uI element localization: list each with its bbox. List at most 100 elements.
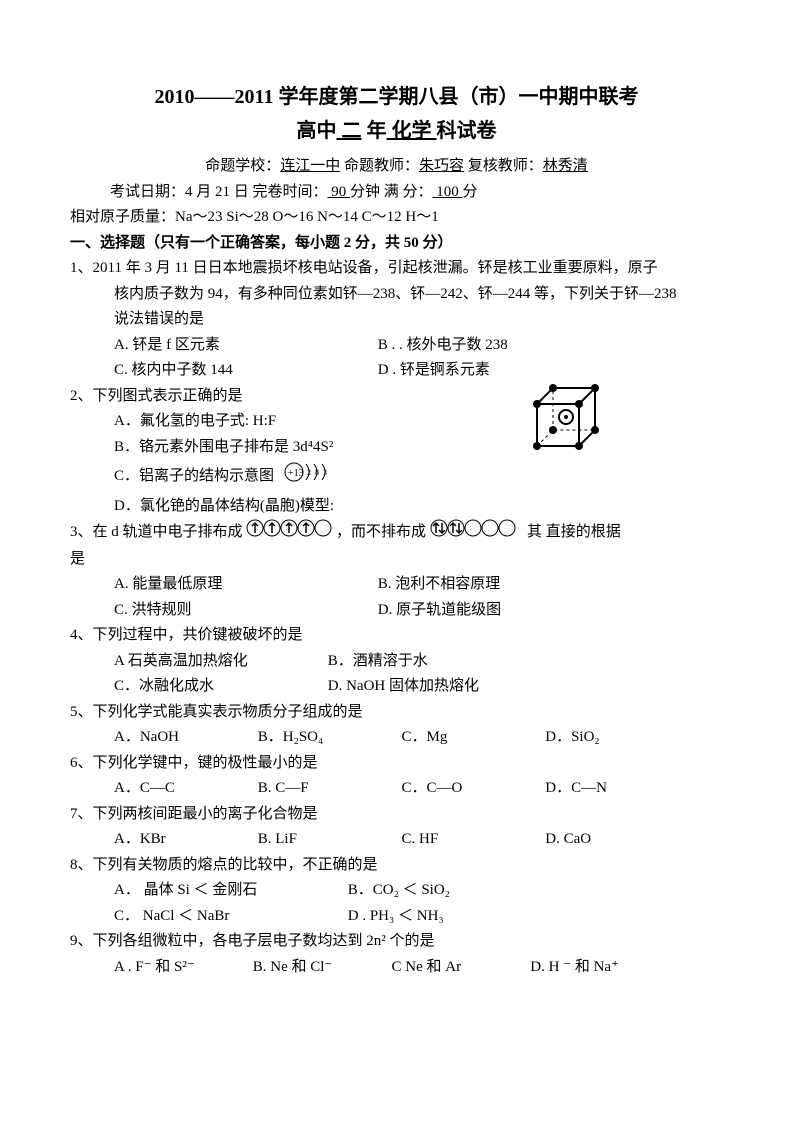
q3-d: D. 原子轨道能级图 xyxy=(378,598,638,624)
q8-r2: C． NaCl ＜ NaBr D . PH₃ ＜ NH₃ xyxy=(70,904,723,930)
orbital-diagram-2-icon xyxy=(430,519,516,547)
q2-b: B．铬元素外围电子排布是 3d⁴4S² xyxy=(70,435,723,461)
atomic-masses: 相对原子质量：Na～23 Si～28 O～16 N～14 C～12 H～1 xyxy=(70,205,723,231)
atom-diagram-icon: +13 2 8 3 xyxy=(282,460,330,494)
q7-d: D. CaO xyxy=(545,827,685,853)
q3-stem-a: 3、在 d 轨道中电子排布成 xyxy=(70,524,243,540)
q5-opts: A．NaOH B．H₂SO₄ C．Mg D．SiO₂ xyxy=(70,725,723,751)
svg-text:3: 3 xyxy=(323,468,327,477)
q4-r2: C．冰融化成水 D. NaOH 固体加热熔化 xyxy=(70,674,723,700)
q3-b: B. 泡利不相容原理 xyxy=(378,572,638,598)
m2-post: 分 xyxy=(463,184,478,200)
q6-opts: A．C—C B. C—F C．C—O D．C—N xyxy=(70,776,723,802)
q2-stem: 2、下列图式表示正确的是 xyxy=(70,384,723,410)
q9-b: B. Ne 和 Cl⁻ xyxy=(253,955,388,981)
q7-a: A．KBr xyxy=(114,827,254,853)
q7-c: C. HF xyxy=(402,827,542,853)
t2-post: 科试卷 xyxy=(437,120,497,142)
meta-line-2: 考试日期：4 月 21 日 完卷时间： 90 分钟 满 分： 100 分 xyxy=(70,180,723,206)
q8-d: D . PH₃ ＜ NH₃ xyxy=(348,904,444,930)
q3-c: C. 洪特规则 xyxy=(114,598,374,624)
m1-pre: 命题学校： xyxy=(205,158,280,174)
q9: 9、下列各组微粒中，各电子层电子数均达到 2n² 个的是 A . F⁻ 和 S²… xyxy=(70,929,723,980)
t2-grade: 二 xyxy=(337,120,362,142)
m1-school: 连江一中 xyxy=(280,158,340,174)
q5-c: C．Mg xyxy=(402,725,542,751)
q9-a: A . F⁻ 和 S²⁻ xyxy=(114,955,249,981)
q3: 3、在 d 轨道中电子排布成 ，而不排布成 xyxy=(70,519,723,623)
q8-r1: A． 晶体 Si ＜ 金刚石 B．CO₂ ＜ SiO₂ xyxy=(70,878,723,904)
q6-b: B. C—F xyxy=(258,776,398,802)
q1-stem-c: 说法错误的是 xyxy=(70,307,723,333)
q8-c: C． NaCl ＜ NaBr xyxy=(114,904,344,930)
q5-b: B．H₂SO₄ xyxy=(258,725,398,751)
q6-a: A．C—C xyxy=(114,776,254,802)
q4-c: C．冰融化成水 xyxy=(114,674,324,700)
q6: 6、下列化学键中，键的极性最小的是 A．C—C B. C—F C．C—O D．C… xyxy=(70,751,723,802)
svg-text:+13: +13 xyxy=(288,468,304,479)
q1-c: C. 核内中子数 144 xyxy=(114,358,374,384)
q4-b: B．酒精溶于水 xyxy=(328,649,428,675)
q1-a: A. 钚是 f 区元素 xyxy=(114,333,374,359)
m2-score: 100 xyxy=(433,184,463,200)
m2-time: 90 xyxy=(328,184,351,200)
q6-d: D．C—N xyxy=(545,776,685,802)
title-line-1: 2010——2011 学年度第二学期八县（市）一中期中联考 xyxy=(70,80,723,114)
q5-stem: 5、下列化学式能真实表示物质分子组成的是 xyxy=(70,700,723,726)
q9-c: C Ne 和 Ar xyxy=(392,955,527,981)
q5-d: D．SiO₂ xyxy=(545,725,685,751)
orbital-diagram-1-icon xyxy=(246,519,332,547)
q6-stem: 6、下列化学键中，键的极性最小的是 xyxy=(70,751,723,777)
q1: 1、2011 年 3 月 11 日日本地震损坏核电站设备，引起核泄漏。钚是核工业… xyxy=(70,256,723,384)
cube-diagram-icon xyxy=(525,380,603,468)
title-line-2: 高中 二 年 化学 科试卷 xyxy=(70,114,723,148)
q7: 7、下列两核间距最小的离子化合物是 A．KBr B. LiF C. HF D. … xyxy=(70,802,723,853)
q2-c: C．铝离子的结构示意图 xyxy=(114,464,274,490)
q1-opts-row2: C. 核内中子数 144 D . 钚是锕系元素 xyxy=(70,358,723,384)
q2-c-row: C．铝离子的结构示意图 +13 2 8 3 xyxy=(70,460,723,494)
m1-cpre: 复核教师： xyxy=(464,158,543,174)
q8: 8、下列有关物质的熔点的比较中，不正确的是 A． 晶体 Si ＜ 金刚石 B．C… xyxy=(70,853,723,930)
q3-stem-c: 其 直接的根据 xyxy=(527,524,621,540)
q4-stem: 4、下列过程中，共价键被破坏的是 xyxy=(70,623,723,649)
q4-d: D. NaOH 固体加热熔化 xyxy=(328,674,479,700)
q2-d: D．氯化铯的晶体结构(晶胞)模型: xyxy=(70,494,723,520)
m1-checker: 林秀清 xyxy=(543,158,588,174)
q3-stem-b: ，而不排布成 xyxy=(336,524,426,540)
q8-b: B．CO₂ ＜ SiO₂ xyxy=(348,878,450,904)
q8-stem: 8、下列有关物质的熔点的比较中，不正确的是 xyxy=(70,853,723,879)
q3-stem-d: 是 xyxy=(70,547,723,573)
q5-a: A．NaOH xyxy=(114,725,254,751)
m1-teacher: 朱巧容 xyxy=(419,158,464,174)
t2-pre: 高中 xyxy=(297,120,337,142)
q3-a: A. 能量最低原理 xyxy=(114,572,374,598)
q6-c: C．C—O xyxy=(402,776,542,802)
q4: 4、下列过程中，共价键被破坏的是 A 石英高温加热熔化 B．酒精溶于水 C．冰融… xyxy=(70,623,723,700)
q4-r1: A 石英高温加热熔化 B．酒精溶于水 xyxy=(70,649,723,675)
q9-opts: A . F⁻ 和 S²⁻ B. Ne 和 Cl⁻ C Ne 和 Ar D. H … xyxy=(70,955,723,981)
q7-opts: A．KBr B. LiF C. HF D. CaO xyxy=(70,827,723,853)
q3-stem-row: 3、在 d 轨道中电子排布成 ，而不排布成 xyxy=(70,519,723,547)
q2: 2、下列图式表示正确的是 A．氟化氢的电子式: H:F B．铬元素外围电子排布是… xyxy=(70,384,723,520)
t2-mid: 年 xyxy=(362,120,387,142)
q1-b: B . . 核外电子数 238 xyxy=(378,333,638,359)
meta-line-1: 命题学校：连江一中 命题教师：朱巧容 复核教师：林秀清 xyxy=(70,154,723,180)
m2-pre: 考试日期：4 月 21 日 完卷时间： xyxy=(110,184,328,200)
m1-tpre: 命题教师： xyxy=(340,158,419,174)
q1-opts-row1: A. 钚是 f 区元素 B . . 核外电子数 238 xyxy=(70,333,723,359)
q9-d: D. H ⁻ 和 Na⁺ xyxy=(530,955,665,981)
q9-stem: 9、下列各组微粒中，各电子层电子数均达到 2n² 个的是 xyxy=(70,929,723,955)
q1-stem-b: 核内质子数为 94，有多种同位素如钚—238、钚—242、钚—244 等，下列关… xyxy=(70,282,723,308)
q1-stem-a: 1、2011 年 3 月 11 日日本地震损坏核电站设备，引起核泄漏。钚是核工业… xyxy=(70,256,723,282)
svg-text:2: 2 xyxy=(307,468,311,477)
q2-a: A．氟化氢的电子式: H:F xyxy=(70,409,723,435)
t2-subject: 化学 xyxy=(387,120,437,142)
section-1-title: 一、选择题（只有一个正确答案，每小题 2 分，共 50 分） xyxy=(70,231,723,257)
q3-opts-row1: A. 能量最低原理 B. 泡利不相容原理 xyxy=(70,572,723,598)
q5: 5、下列化学式能真实表示物质分子组成的是 A．NaOH B．H₂SO₄ C．Mg… xyxy=(70,700,723,751)
q7-stem: 7、下列两核间距最小的离子化合物是 xyxy=(70,802,723,828)
m2-mid: 分钟 满 分： xyxy=(350,184,433,200)
q3-opts-row2: C. 洪特规则 D. 原子轨道能级图 xyxy=(70,598,723,624)
q8-a: A． 晶体 Si ＜ 金刚石 xyxy=(114,878,344,904)
svg-text:8: 8 xyxy=(315,468,319,477)
